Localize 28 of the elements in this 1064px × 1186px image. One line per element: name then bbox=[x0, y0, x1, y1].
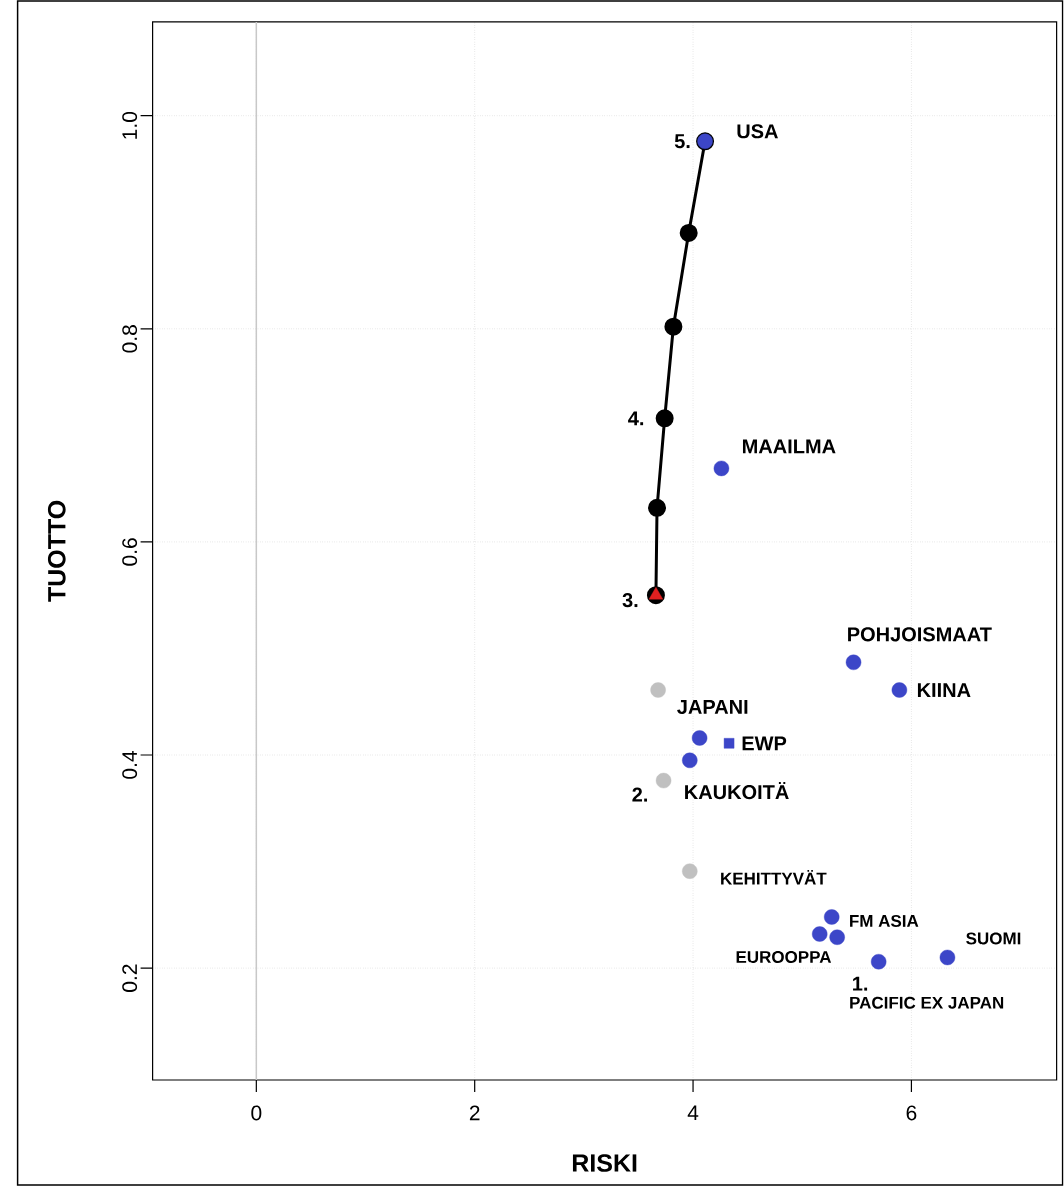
annotation: JAPANI bbox=[677, 699, 748, 714]
annotation: 1. bbox=[853, 976, 868, 991]
annotation: POHJOISMAAT bbox=[848, 627, 992, 642]
x-tick-label: 6 bbox=[906, 1105, 917, 1121]
y-tick-label: 1.0 bbox=[122, 111, 138, 139]
annotation: 3. bbox=[622, 593, 638, 608]
annotation: SUOMI bbox=[966, 932, 1021, 945]
y-tick-label: 0.2 bbox=[122, 964, 138, 992]
annotation: 2. bbox=[632, 787, 648, 802]
annotation: KAUKOITÄ bbox=[685, 781, 789, 800]
annotation: PACIFIC EX JAPAN bbox=[850, 996, 1004, 1009]
annotation: EWP bbox=[742, 736, 787, 751]
annotation: USA bbox=[737, 124, 779, 139]
annotation: 5. bbox=[674, 134, 690, 149]
annotation: KIINA bbox=[918, 683, 971, 697]
x-axis-title: RISKI bbox=[573, 1154, 637, 1172]
x-tick-label: 4 bbox=[687, 1105, 699, 1120]
x-tick-label: 0 bbox=[251, 1105, 262, 1121]
annotation: 4. bbox=[628, 411, 644, 426]
y-tick-label: 0.8 bbox=[122, 325, 138, 353]
annotation: FM ASIA bbox=[850, 914, 919, 927]
y-tick-label: 0.4 bbox=[122, 751, 138, 779]
annotation: MAAILMA bbox=[743, 439, 836, 454]
x-tick-label: 2 bbox=[470, 1105, 480, 1121]
y-axis-title: TUOTTO bbox=[48, 500, 66, 602]
y-tick-label: 0.6 bbox=[122, 538, 138, 566]
annotation: EUROOPPA bbox=[736, 951, 832, 964]
annotation: KEHITTYVÄT bbox=[721, 869, 827, 885]
